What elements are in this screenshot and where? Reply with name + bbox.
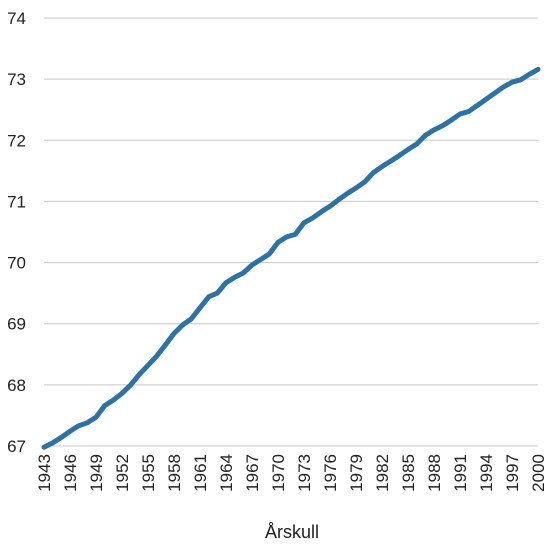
x-tick-label: 1982 [373,454,392,492]
y-tick-label: 74 [7,9,26,28]
series-line [41,66,541,450]
x-tick-label: 1994 [477,454,496,492]
x-tick-label: 1949 [87,454,106,492]
x-tick-label: 1943 [35,454,54,492]
y-tick-label: 68 [7,376,26,395]
x-axis-ticks: 1943 1946 1949 1952 1955 1958 1961 1964 1967 1970… [35,454,548,492]
y-tick-label: 67 [7,437,26,456]
x-tick-label: 1955 [139,454,158,492]
x-axis-title: Årskull [265,522,319,542]
y-tick-label: 72 [7,131,26,150]
x-tick-label: 1961 [191,454,210,492]
x-tick-label: 1979 [347,454,366,492]
y-tick-label: 71 [7,192,26,211]
y-tick-label: 73 [7,70,26,89]
y-axis-ticks: 67 68 69 70 71 72 73 74 [7,9,26,456]
x-tick-label: 1964 [217,454,236,492]
y-tick-label: 70 [7,254,26,273]
x-tick-label: 2000 [529,454,548,492]
x-tick-label: 1946 [61,454,80,492]
series-group [41,66,541,450]
x-tick-label: 1988 [425,454,444,492]
x-tick-label: 1973 [295,454,314,492]
x-tick-label: 1976 [321,454,340,492]
x-tick-label: 1958 [165,454,184,492]
y-tick-label: 69 [7,315,26,334]
gridlines [44,17,538,447]
x-tick-label: 1997 [503,454,522,492]
x-tick-label: 1991 [451,454,470,492]
x-tick-label: 1985 [399,454,418,492]
x-tick-label: 1967 [243,454,262,492]
x-tick-label: 1970 [269,454,288,492]
x-tick-label: 1952 [113,454,132,492]
